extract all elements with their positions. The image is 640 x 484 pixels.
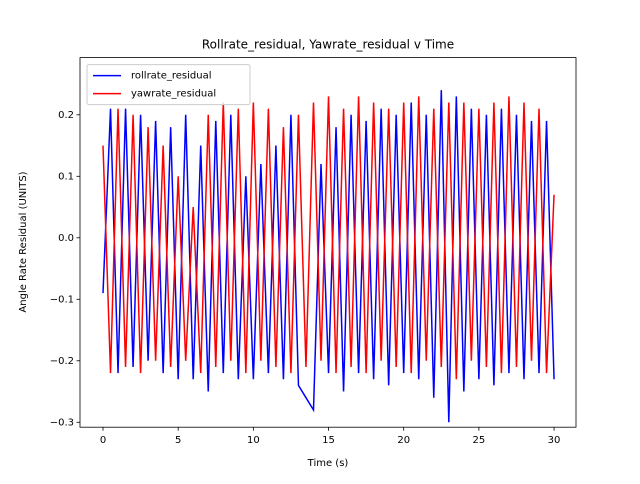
y-axis-label: Angle Rate Residual (UNITS) [18, 171, 29, 312]
x-tick-label: 20 [397, 435, 410, 446]
chart-title: Rollrate_residual, Yawrate_residual v Ti… [202, 38, 454, 52]
x-tick-label: 10 [247, 435, 260, 446]
x-tick-label: 30 [548, 435, 561, 446]
x-tick-label: 25 [473, 435, 486, 446]
plot-frame [79, 57, 577, 428]
y-tick-label: 0.2 [58, 110, 74, 121]
y-tick-label: −0.1 [50, 294, 74, 305]
legend-label: yawrate_residual [131, 89, 216, 100]
x-tick-label: 5 [175, 435, 181, 446]
series-line [102, 90, 555, 423]
y-tick-label: 0.0 [58, 233, 74, 244]
y-tick-label: 0.1 [58, 171, 74, 182]
legend-box [86, 64, 251, 106]
y-tick-label: −0.3 [50, 417, 74, 428]
x-axis-label: Time (s) [307, 458, 349, 469]
x-tick-label: 0 [100, 435, 106, 446]
y-tick-label: −0.2 [50, 356, 74, 367]
x-tick-label: 15 [322, 435, 335, 446]
legend-label: rollrate_residual [131, 71, 212, 82]
series-line [102, 96, 555, 380]
